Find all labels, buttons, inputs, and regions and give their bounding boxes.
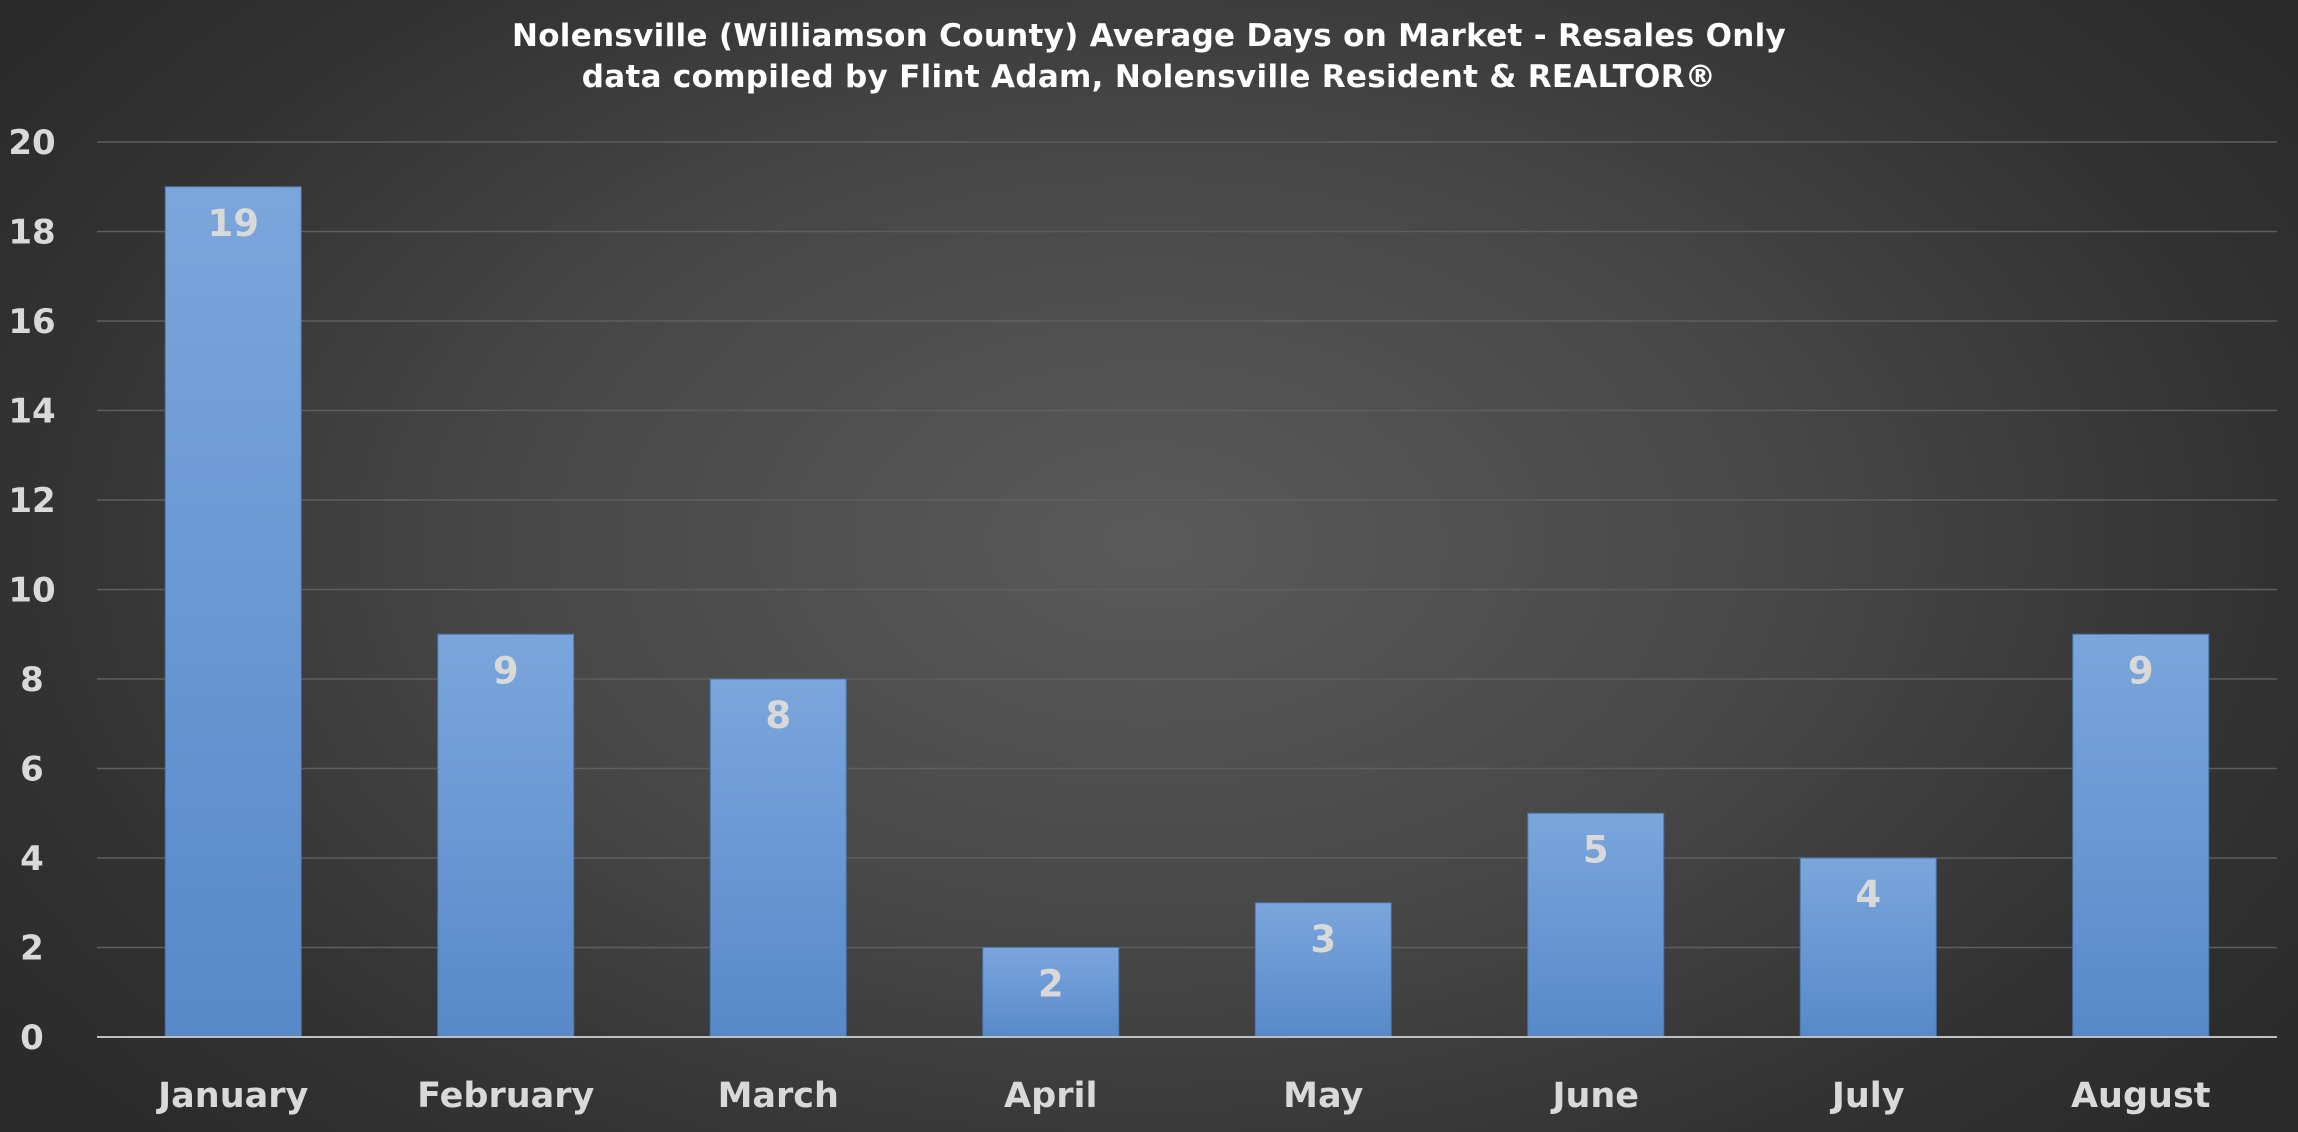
y-tick-label: 8 (20, 660, 44, 700)
y-tick-label: 16 (8, 302, 55, 342)
gridlines (97, 141, 2277, 949)
y-tick-label: 10 (8, 571, 55, 611)
x-tick-label: August (2071, 1076, 2211, 1116)
data-label: 4 (1855, 873, 1881, 916)
x-tick-label: June (1550, 1076, 1639, 1116)
x-tick-label: May (1283, 1076, 1363, 1116)
y-tick-label: 12 (8, 481, 55, 521)
x-tick-label: February (417, 1076, 594, 1116)
chart-title: Nolensville (Williamson County) Average … (511, 18, 1787, 54)
y-tick-label: 0 (20, 1018, 44, 1058)
y-tick-label: 2 (20, 929, 44, 969)
bar-february (437, 633, 575, 1038)
bar-august (2072, 633, 2210, 1038)
bar-january (164, 186, 302, 1038)
y-tick-label: 18 (8, 213, 55, 253)
data-label: 19 (208, 202, 260, 245)
x-tick-label: January (156, 1076, 308, 1116)
chart-subtitle: data compiled by Flint Adam, Nolensville… (581, 59, 1717, 95)
x-tick-label: July (1830, 1076, 1905, 1116)
bar-march (709, 678, 847, 1038)
y-tick-label: 20 (8, 123, 55, 163)
y-tick-label: 6 (20, 750, 44, 790)
bars (164, 186, 2210, 1038)
bar-june (1527, 812, 1665, 1038)
data-label: 3 (1310, 918, 1336, 961)
data-label: 9 (2128, 649, 2154, 692)
data-label: 2 (1038, 963, 1064, 1006)
bar-july (1799, 857, 1937, 1038)
data-label: 5 (1583, 828, 1609, 871)
y-tick-label: 4 (20, 839, 44, 879)
x-tick-label: April (1004, 1076, 1097, 1116)
data-label: 9 (493, 649, 519, 692)
y-tick-label: 14 (8, 392, 55, 432)
data-label: 8 (765, 694, 791, 737)
labels: 0 2 4 6 8 10 12 14 16 18 20 19 January 9 February 8 Marc… (8, 123, 2210, 1116)
x-tick-label: March (718, 1076, 839, 1116)
